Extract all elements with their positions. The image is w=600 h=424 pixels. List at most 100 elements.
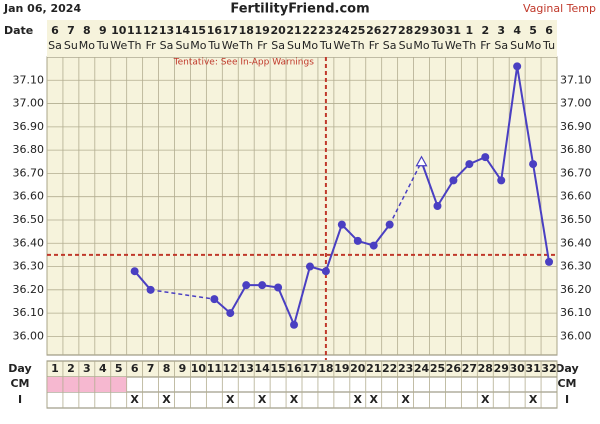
cycle-day: 16 bbox=[286, 362, 302, 375]
cycle-day: 25 bbox=[430, 362, 445, 375]
weekday-label: Tu bbox=[96, 39, 109, 52]
cm-cell bbox=[78, 377, 95, 392]
date-label: 26 bbox=[366, 24, 382, 37]
cycle-day: 2 bbox=[67, 362, 75, 375]
cycle-day: 28 bbox=[478, 362, 493, 375]
gap-connector bbox=[388, 161, 423, 225]
weekday-label: Th bbox=[127, 39, 142, 52]
temperature-point bbox=[369, 241, 378, 250]
weekday-label: Th bbox=[461, 39, 476, 52]
weekday-label: We bbox=[222, 39, 239, 52]
weekday-label: Sa bbox=[160, 39, 174, 52]
cycle-day: 24 bbox=[414, 362, 430, 375]
cm-label-right: CM bbox=[557, 377, 576, 390]
weekday-label: Tu bbox=[207, 39, 220, 52]
date-label: 29 bbox=[414, 24, 429, 37]
temperature-point bbox=[242, 281, 251, 290]
y-tick-label-right: 36.10 bbox=[560, 306, 592, 319]
weekday-label: Tu bbox=[430, 39, 443, 52]
cycle-day: 5 bbox=[115, 362, 123, 375]
y-tick-label-right: 36.00 bbox=[560, 329, 592, 342]
y-tick-label-right: 37.00 bbox=[560, 97, 592, 110]
weekday-label: Su bbox=[399, 39, 413, 52]
y-tick-label: 36.00 bbox=[13, 329, 45, 342]
date-label: 7 bbox=[67, 24, 75, 37]
intercourse-mark: X bbox=[401, 393, 410, 406]
intercourse-mark: X bbox=[369, 393, 378, 406]
date-label: 5 bbox=[529, 24, 537, 37]
cycle-day: 20 bbox=[350, 362, 366, 375]
weekday-label: Fr bbox=[146, 39, 157, 52]
date-label: 31 bbox=[446, 24, 461, 37]
date-label: 4 bbox=[513, 24, 521, 37]
cycle-day: 8 bbox=[163, 362, 171, 375]
temperature-point bbox=[274, 283, 283, 292]
cycle-day: 27 bbox=[462, 362, 477, 375]
date-label: 30 bbox=[430, 24, 446, 37]
cycle-day: 21 bbox=[366, 362, 381, 375]
weekday-label: Mo bbox=[525, 39, 541, 52]
temperature-point bbox=[337, 220, 346, 229]
date-label: 3 bbox=[497, 24, 505, 37]
cycle-day: 26 bbox=[446, 362, 462, 375]
date-label: 24 bbox=[334, 24, 350, 37]
weekday-label: Su bbox=[64, 39, 78, 52]
y-tick-label-right: 36.30 bbox=[560, 260, 592, 273]
date-label: 23 bbox=[318, 24, 333, 37]
date-label: 12 bbox=[143, 24, 158, 37]
temperature-point bbox=[146, 285, 155, 294]
date-label: 18 bbox=[239, 24, 254, 37]
temperature-point bbox=[449, 176, 458, 185]
weekday-label: Mo bbox=[79, 39, 95, 52]
weekday-label: Sa bbox=[383, 39, 397, 52]
weekday-label: Su bbox=[175, 39, 189, 52]
cycle-day: 14 bbox=[255, 362, 271, 375]
header-background bbox=[47, 20, 557, 57]
y-tick-label-right: 36.80 bbox=[560, 143, 592, 156]
weekday-label: Mo bbox=[190, 39, 206, 52]
date-header: Jan 06, 2024 bbox=[3, 2, 81, 15]
date-label: 19 bbox=[255, 24, 270, 37]
cm-cell bbox=[62, 377, 79, 392]
cycle-day: 30 bbox=[510, 362, 526, 375]
cm-cell bbox=[94, 377, 111, 392]
y-tick-label: 37.10 bbox=[13, 73, 45, 86]
y-tick-label: 36.90 bbox=[13, 120, 45, 133]
y-tick-label: 36.20 bbox=[13, 283, 45, 296]
temperature-point bbox=[481, 153, 490, 162]
date-label: Date bbox=[4, 24, 33, 37]
date-label: 20 bbox=[270, 24, 286, 37]
date-label: 28 bbox=[398, 24, 413, 37]
temperature-point bbox=[226, 309, 235, 318]
date-label: 1 bbox=[466, 24, 474, 37]
temperature-point bbox=[513, 62, 522, 71]
weekday-label: Su bbox=[287, 39, 301, 52]
date-label: 17 bbox=[223, 24, 238, 37]
temperature-point bbox=[130, 267, 139, 276]
y-tick-label-right: 36.50 bbox=[560, 213, 592, 226]
temperature-point bbox=[290, 320, 299, 329]
date-label: 2 bbox=[481, 24, 489, 37]
cycle-day: 11 bbox=[207, 362, 222, 375]
date-label: 6 bbox=[51, 24, 59, 37]
y-tick-label: 36.50 bbox=[13, 213, 45, 226]
cycle-day: 7 bbox=[147, 362, 155, 375]
temperature-point bbox=[433, 202, 442, 210]
weekday-label: Th bbox=[238, 39, 253, 52]
intercourse-mark: X bbox=[226, 393, 235, 406]
cycle-day: 15 bbox=[270, 362, 285, 375]
cycle-day: 12 bbox=[223, 362, 238, 375]
y-tick-label: 36.30 bbox=[13, 260, 45, 273]
cm-cell bbox=[47, 377, 63, 392]
day-label: Day bbox=[8, 362, 31, 375]
date-label: 22 bbox=[302, 24, 317, 37]
date-label: 21 bbox=[286, 24, 301, 37]
date-label: 13 bbox=[159, 24, 174, 37]
cycle-day: 17 bbox=[302, 362, 317, 375]
cycle-day: 23 bbox=[398, 362, 413, 375]
y-tick-label: 36.40 bbox=[13, 236, 45, 249]
intercourse-mark: X bbox=[290, 393, 299, 406]
date-label: 10 bbox=[111, 24, 127, 37]
cycle-day: 4 bbox=[99, 362, 107, 375]
